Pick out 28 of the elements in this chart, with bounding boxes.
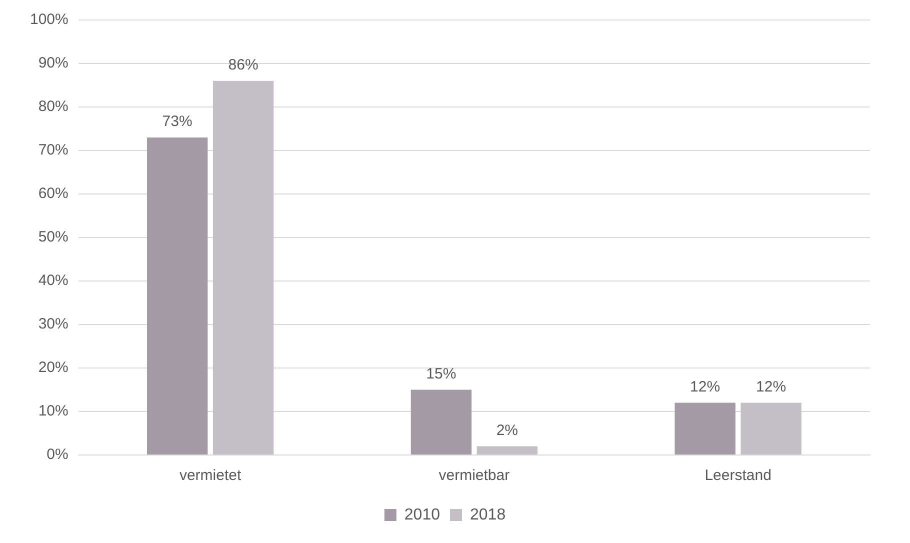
y-tick-label: 60% <box>38 185 68 202</box>
x-tick-label: vermietbar <box>438 467 510 484</box>
bar <box>476 446 538 454</box>
legend-label: 2018 <box>470 506 506 524</box>
legend-label: 2010 <box>404 506 440 524</box>
y-tick-label: 20% <box>38 359 68 376</box>
data-label: 2% <box>496 422 518 439</box>
data-label: 12% <box>690 378 720 396</box>
bar <box>740 402 802 454</box>
bar <box>674 402 736 454</box>
bar <box>212 80 274 454</box>
data-label: 86% <box>228 56 258 74</box>
x-tick-label: Leerstand <box>704 467 772 484</box>
bar <box>410 390 472 454</box>
data-label: 73% <box>162 113 192 130</box>
y-tick-label: 80% <box>38 98 68 116</box>
y-tick-label: 50% <box>38 228 68 246</box>
y-tick-label: 10% <box>38 402 68 420</box>
y-tick-label: 70% <box>38 142 68 159</box>
y-tick-label: 100% <box>30 11 68 28</box>
y-tick-label: 30% <box>38 316 68 333</box>
y-tick-label: 90% <box>38 54 68 72</box>
data-label: 12% <box>756 378 786 396</box>
bar <box>146 137 208 454</box>
x-tick-label: vermietet <box>179 467 242 484</box>
y-tick-label: 0% <box>46 446 68 464</box>
data-label: 15% <box>426 365 456 382</box>
y-tick-label: 40% <box>38 272 68 290</box>
